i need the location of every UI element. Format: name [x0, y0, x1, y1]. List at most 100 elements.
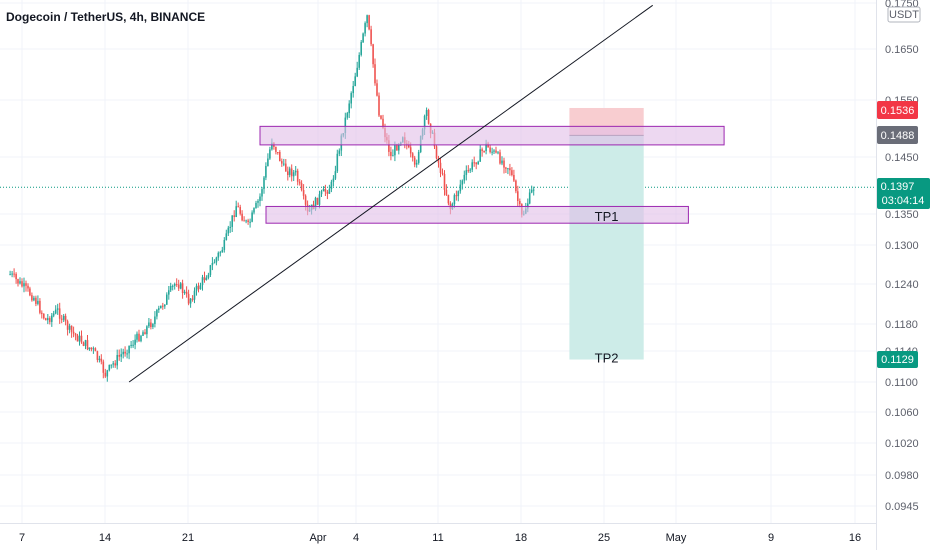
candle-body	[27, 285, 29, 289]
price-tick-label: 0.1650	[885, 44, 919, 56]
candle-body	[60, 318, 63, 320]
candle-body	[471, 162, 473, 170]
candle-body	[72, 331, 75, 334]
candle-body	[9, 274, 11, 276]
candle-body	[417, 152, 420, 163]
candle-body	[265, 166, 267, 178]
candle-body	[213, 262, 216, 264]
candle-body	[382, 118, 384, 128]
entry-price-label: 0.1488	[881, 130, 915, 142]
candle-body	[364, 23, 366, 34]
candle-body	[481, 149, 483, 151]
candle-body	[362, 33, 364, 43]
candle-body	[354, 76, 356, 86]
candle-body	[181, 283, 184, 293]
candle-body	[106, 370, 109, 377]
candle-body	[316, 197, 319, 205]
candle-body	[511, 170, 513, 175]
candle-body	[17, 279, 19, 284]
time-tick-label: 21	[182, 532, 194, 544]
candle-body	[271, 142, 273, 150]
candle-body	[344, 117, 347, 133]
price-tick-label: 0.1020	[885, 438, 919, 450]
candle-body	[376, 83, 378, 96]
time-tick-label: 25	[598, 532, 610, 544]
candle-body	[360, 42, 362, 55]
candle-body	[21, 281, 23, 287]
candle-body	[136, 333, 138, 340]
candle-body	[277, 152, 279, 153]
candle-body	[237, 206, 239, 208]
candle-body	[54, 309, 57, 314]
profit-target-zone[interactable]	[569, 135, 644, 360]
candle-body	[231, 215, 233, 227]
candle-body	[197, 285, 200, 290]
candle-body	[152, 324, 154, 327]
candle-body	[66, 321, 69, 330]
candle-body	[183, 291, 186, 293]
candle-body	[287, 171, 289, 175]
candle-body	[249, 221, 251, 223]
candle-body	[207, 274, 210, 278]
candle-body	[251, 212, 253, 222]
candle-body	[368, 15, 370, 30]
candle-body	[62, 315, 65, 320]
candle-body	[477, 161, 479, 165]
candle-body	[43, 313, 45, 319]
candle-body	[517, 191, 519, 201]
candle-body	[201, 277, 204, 286]
entry-price-tag: 0.1488	[877, 126, 918, 144]
candle-body	[485, 143, 487, 151]
candle-body	[483, 151, 485, 152]
candle-body	[447, 194, 450, 204]
candle-body	[413, 157, 416, 165]
candle-body	[411, 153, 414, 158]
candle-body	[78, 335, 81, 342]
candle-body	[445, 189, 448, 195]
candle-body	[162, 305, 164, 307]
candle-body	[156, 309, 158, 317]
candle-body	[118, 355, 120, 357]
candle-body	[487, 143, 489, 148]
currency-badge[interactable]: USDT	[887, 6, 921, 23]
stop-price-tag: 0.1536	[877, 101, 918, 119]
candle-body	[398, 144, 400, 151]
candle-body	[138, 333, 140, 341]
time-axis[interactable]: 7 14 21 Apr 4 11 18 25 May 9 16	[19, 532, 861, 544]
candle-body	[439, 162, 442, 173]
support-zone[interactable]	[265, 205, 689, 224]
candle-body	[285, 163, 287, 172]
candle-body	[473, 162, 475, 164]
candle-body	[96, 351, 99, 360]
candle-body	[300, 183, 303, 190]
candle-body	[441, 172, 444, 174]
candle-body	[229, 226, 231, 228]
candle-body	[374, 64, 376, 84]
candle-body	[350, 93, 352, 104]
candle-body	[94, 348, 97, 352]
candle-body	[469, 169, 471, 171]
candle-body	[128, 345, 130, 354]
candle-body	[275, 146, 277, 152]
trendline[interactable]	[128, 4, 653, 383]
candle-body	[356, 67, 358, 77]
candle-body	[64, 315, 67, 322]
candle-body	[205, 277, 208, 280]
candle-body	[394, 145, 396, 156]
candle-body	[263, 177, 265, 190]
candle-body	[126, 353, 128, 355]
candle-body	[102, 361, 105, 373]
candle-body	[84, 340, 87, 346]
candle-body	[175, 284, 178, 285]
resistance-zone[interactable]	[259, 125, 725, 146]
candle-body	[120, 354, 122, 357]
price-tick-label: 0.0980	[885, 470, 919, 482]
time-tick-label: Apr	[309, 532, 326, 544]
candle-body	[443, 173, 446, 190]
price-axis[interactable]: 0.17500.16500.15500.14500.13500.13000.12…	[885, 0, 919, 513]
currency-label: USDT	[889, 9, 919, 21]
candle-body	[169, 286, 172, 291]
candle-body	[269, 149, 271, 159]
candle-body	[116, 355, 118, 366]
